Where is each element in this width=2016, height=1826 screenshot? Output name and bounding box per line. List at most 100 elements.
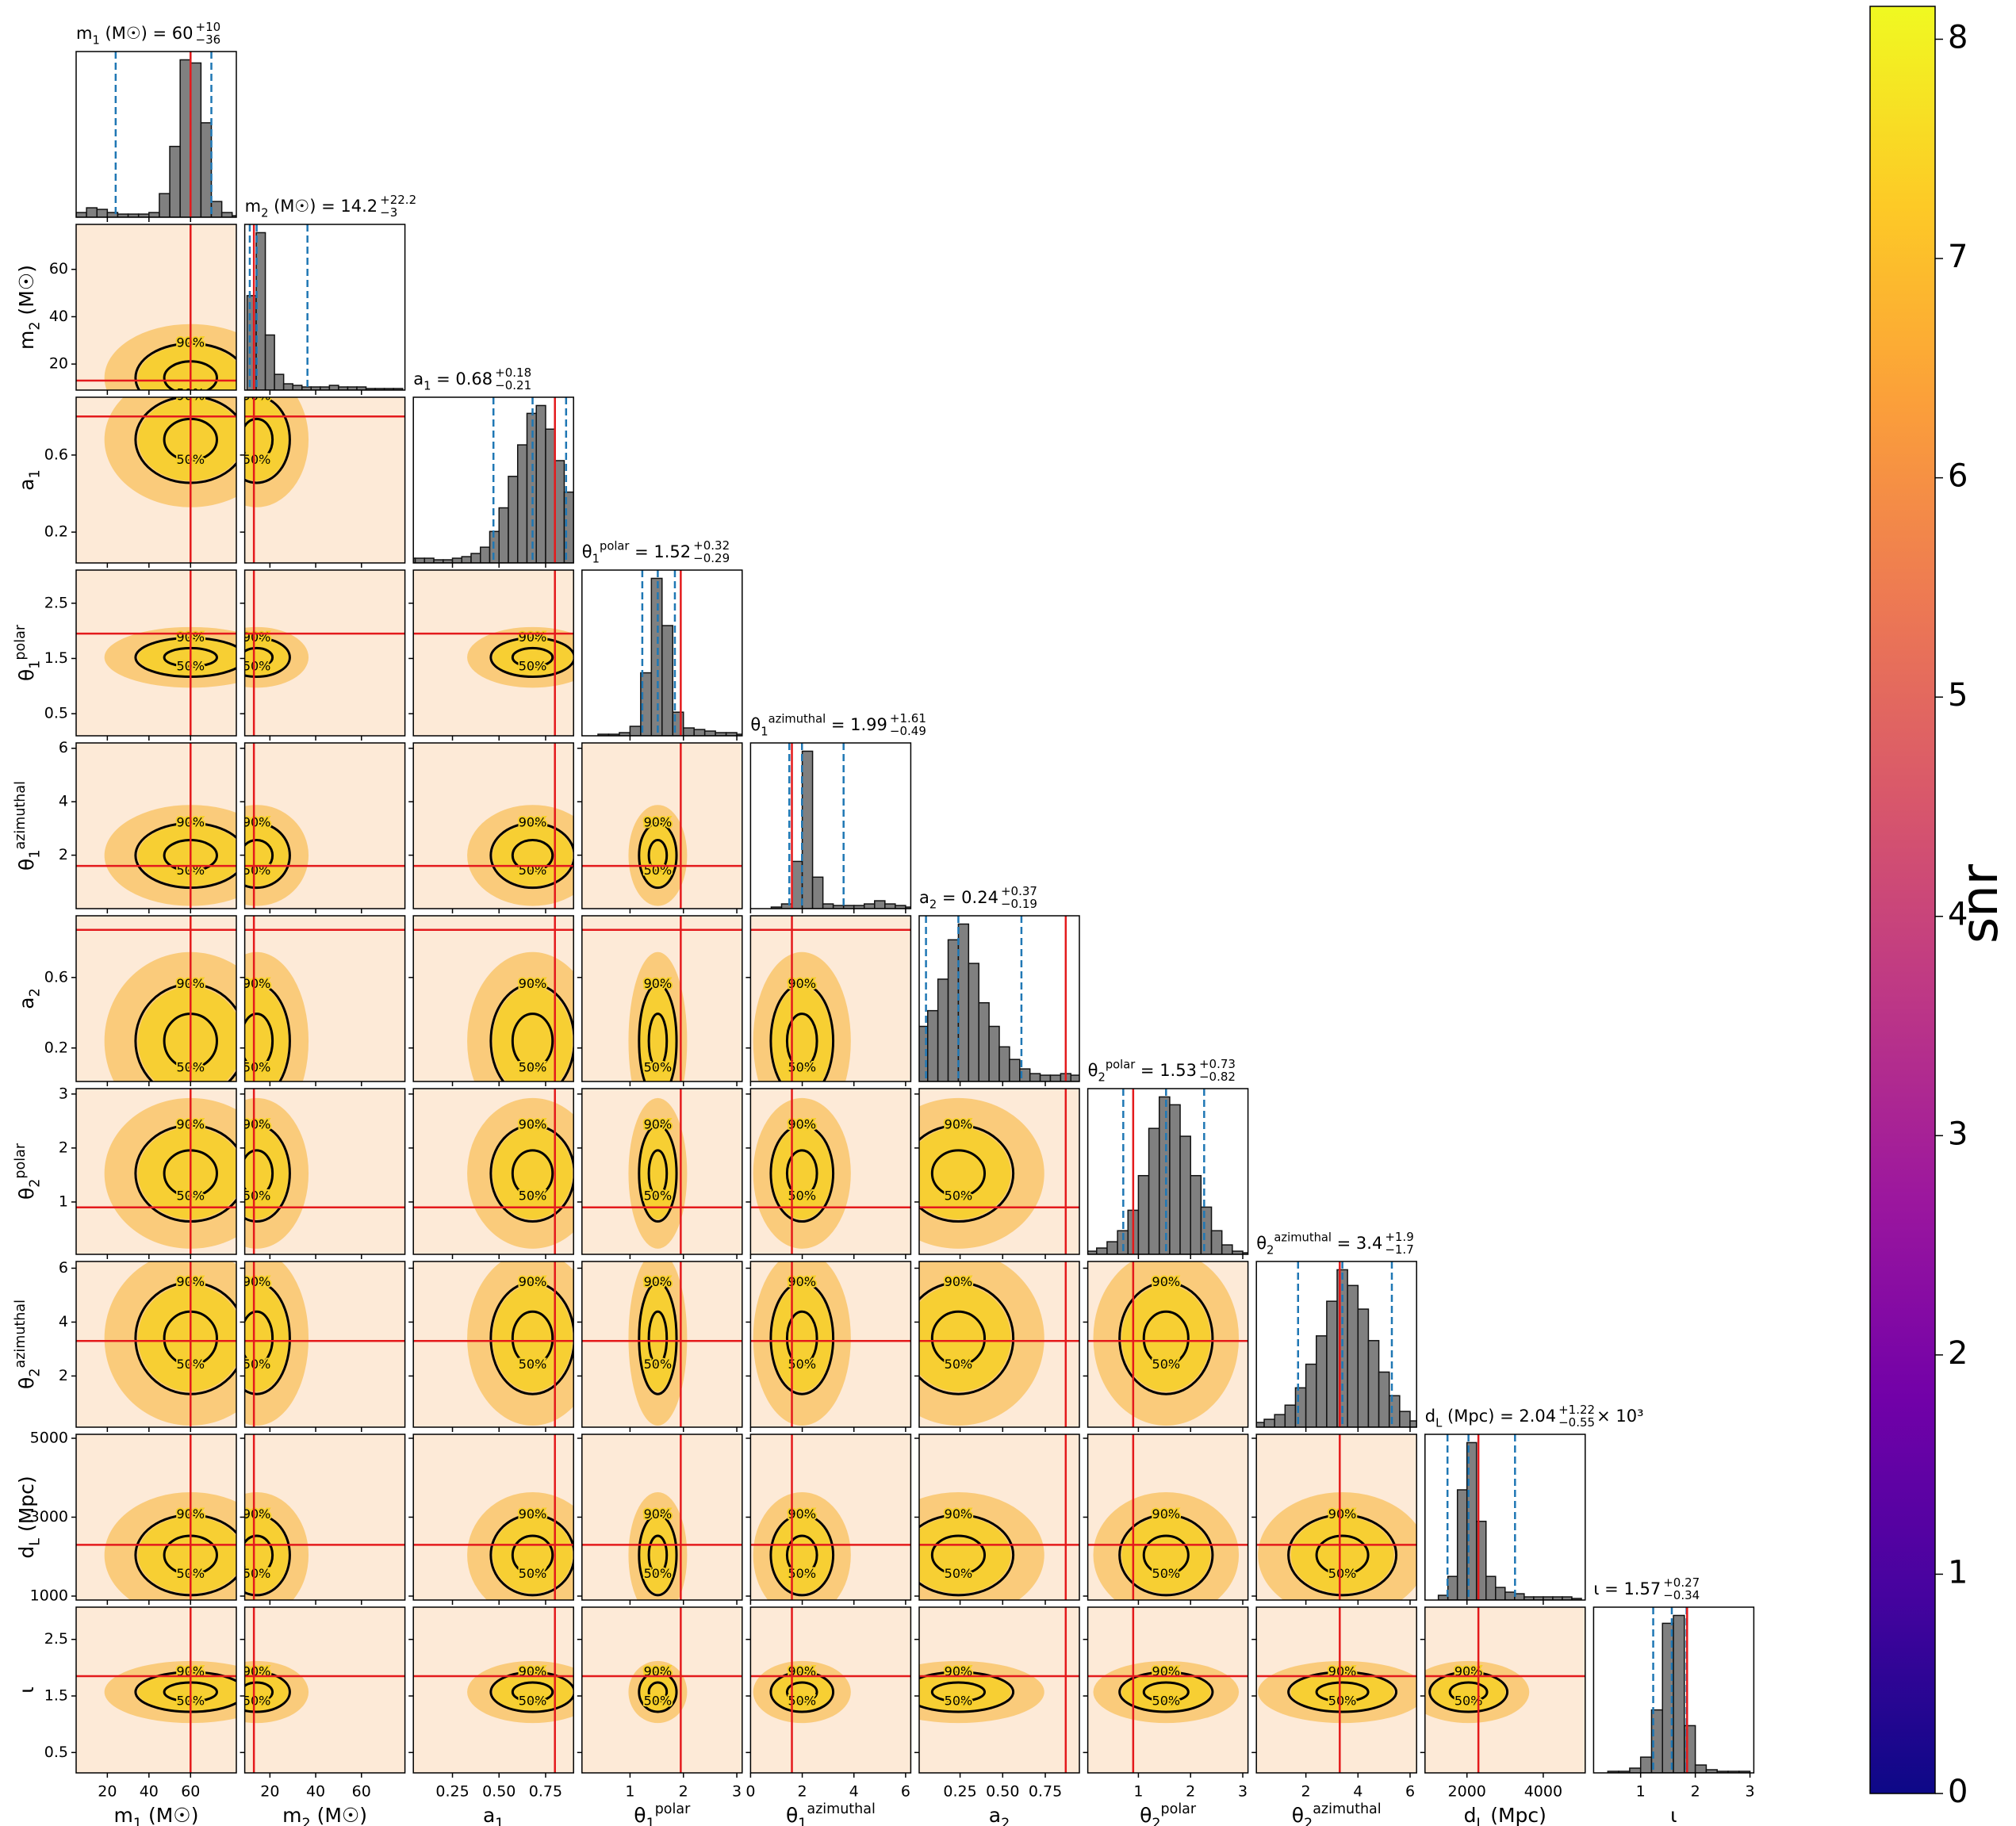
contour-50	[511, 1149, 554, 1198]
density-core	[137, 1284, 236, 1392]
histogram-bar	[1256, 1422, 1265, 1427]
x-tick-label: 3	[1238, 1783, 1248, 1801]
contour-label: 50%	[519, 1188, 547, 1203]
density-core	[772, 1127, 832, 1219]
panel: 50% 90%	[408, 569, 574, 741]
density-core	[493, 1673, 573, 1711]
contour-50	[1448, 1681, 1489, 1703]
histogram-bar	[1357, 1308, 1370, 1427]
panel: 50% 90%	[577, 1434, 743, 1605]
contour-90	[1287, 1514, 1398, 1597]
panel-content	[413, 397, 574, 563]
title-err-plus: +0.73	[1199, 1057, 1236, 1071]
panel-content: 50%90%	[581, 1434, 742, 1600]
label-part: m	[15, 331, 38, 350]
y-tick-label: 1000	[30, 1587, 68, 1605]
density-core	[639, 824, 676, 886]
colorbar-tick-label: 1	[1948, 1554, 1968, 1591]
histogram-bar	[1179, 1135, 1191, 1254]
contour-label: 90%	[945, 1506, 973, 1522]
panel-content: 50%90%	[76, 1261, 236, 1427]
y-tick-label: 3	[59, 1085, 68, 1102]
contour-label: 50%	[1328, 1566, 1357, 1581]
label-part: (M☉)	[142, 1804, 198, 1826]
title-value: = 0.68	[431, 369, 493, 389]
panel: 50% 90%	[914, 1434, 1080, 1605]
contour-90	[769, 1671, 835, 1713]
panel-frame	[75, 1606, 237, 1774]
contour-90	[1118, 1671, 1214, 1713]
label-part: (Mpc)	[15, 1476, 38, 1538]
density-core	[137, 1516, 236, 1594]
panel-title: a2 = 0.24	[919, 888, 998, 911]
y-tick-label: 1.5	[44, 649, 68, 667]
contour-50	[1142, 1310, 1190, 1366]
panel: 50%90% 2 4 6	[1251, 1606, 1417, 1801]
title-err-minus: −0.49	[890, 724, 926, 738]
histogram-bar	[516, 444, 528, 563]
contour-label: 90%	[243, 1274, 271, 1289]
histogram-bar	[1409, 1420, 1417, 1427]
panel-background	[1424, 1434, 1585, 1600]
panel-frame	[412, 1606, 574, 1774]
contour-90	[489, 637, 574, 679]
contour-label: 90%	[788, 976, 816, 991]
contour-label: 50%	[1152, 1566, 1181, 1581]
label-part: polar	[655, 1801, 691, 1817]
panel-content: 50%90%	[581, 743, 742, 909]
contour-label: 90%	[1328, 1506, 1357, 1522]
panel-content: 50%90%	[413, 1607, 574, 1773]
x-tick-label: 0.75	[1029, 1783, 1062, 1801]
panel: 1 2 3	[1592, 1606, 1755, 1801]
panel: 50%90% 1 2 3	[1083, 1606, 1249, 1801]
panel: 50% 90%	[240, 1434, 406, 1605]
label-part: (M☉)	[268, 197, 316, 216]
title-err-minus: −36	[196, 33, 221, 47]
panel: 50% 90%	[745, 1261, 912, 1432]
contour-label: 50%	[1152, 1693, 1181, 1708]
panel-frame	[243, 742, 406, 909]
panel-content	[246, 224, 404, 390]
contour-90	[244, 1514, 291, 1597]
density-core	[493, 1516, 573, 1594]
x-axis-label: θ2polar	[1140, 1801, 1197, 1826]
x-axis-label: θ1polar	[634, 1801, 691, 1826]
histogram-bar	[255, 232, 266, 390]
histogram-bar	[791, 860, 803, 909]
panel: 50%90% 0.25 0.50 0.75	[914, 1606, 1080, 1801]
x-tick-label: 4	[1353, 1783, 1363, 1801]
density-core	[493, 1127, 573, 1219]
histogram-bar	[1466, 1441, 1478, 1600]
panel-frame	[75, 1261, 237, 1428]
title-value: = 2.04	[1494, 1407, 1556, 1426]
contour-label: 90%	[519, 1274, 547, 1289]
panel	[75, 51, 237, 222]
panel	[749, 742, 912, 913]
panel-frame	[75, 915, 237, 1082]
histogram-bar	[1378, 1371, 1390, 1427]
x-tick-label: 4	[849, 1783, 859, 1801]
density-core	[1290, 1673, 1394, 1711]
contour-90	[489, 982, 574, 1081]
panel-title: θ2polar = 1.53	[1088, 1058, 1197, 1085]
histogram-bar	[1221, 1244, 1233, 1254]
panel-content	[1607, 1607, 1751, 1773]
y-tick-label: 0.2	[44, 523, 68, 541]
label-part: θ	[1088, 1061, 1098, 1080]
panel	[581, 569, 743, 741]
density-core	[772, 1284, 832, 1392]
histogram-bar	[535, 404, 546, 563]
title-err-plus: +0.37	[1001, 884, 1037, 898]
histogram-bar	[1673, 1614, 1685, 1773]
contour-label: 50%	[788, 1188, 816, 1203]
panel-frame	[918, 1434, 1080, 1601]
panel-content: 50%90%	[581, 916, 742, 1081]
histogram-bar	[1639, 1756, 1653, 1773]
panel-title: ι = 1.57	[1593, 1579, 1661, 1598]
histogram-bar	[451, 557, 463, 563]
histogram-bar	[264, 334, 275, 390]
contour-50	[244, 838, 274, 872]
histogram-bar	[470, 553, 481, 563]
contour-label: 50%	[945, 1188, 973, 1203]
